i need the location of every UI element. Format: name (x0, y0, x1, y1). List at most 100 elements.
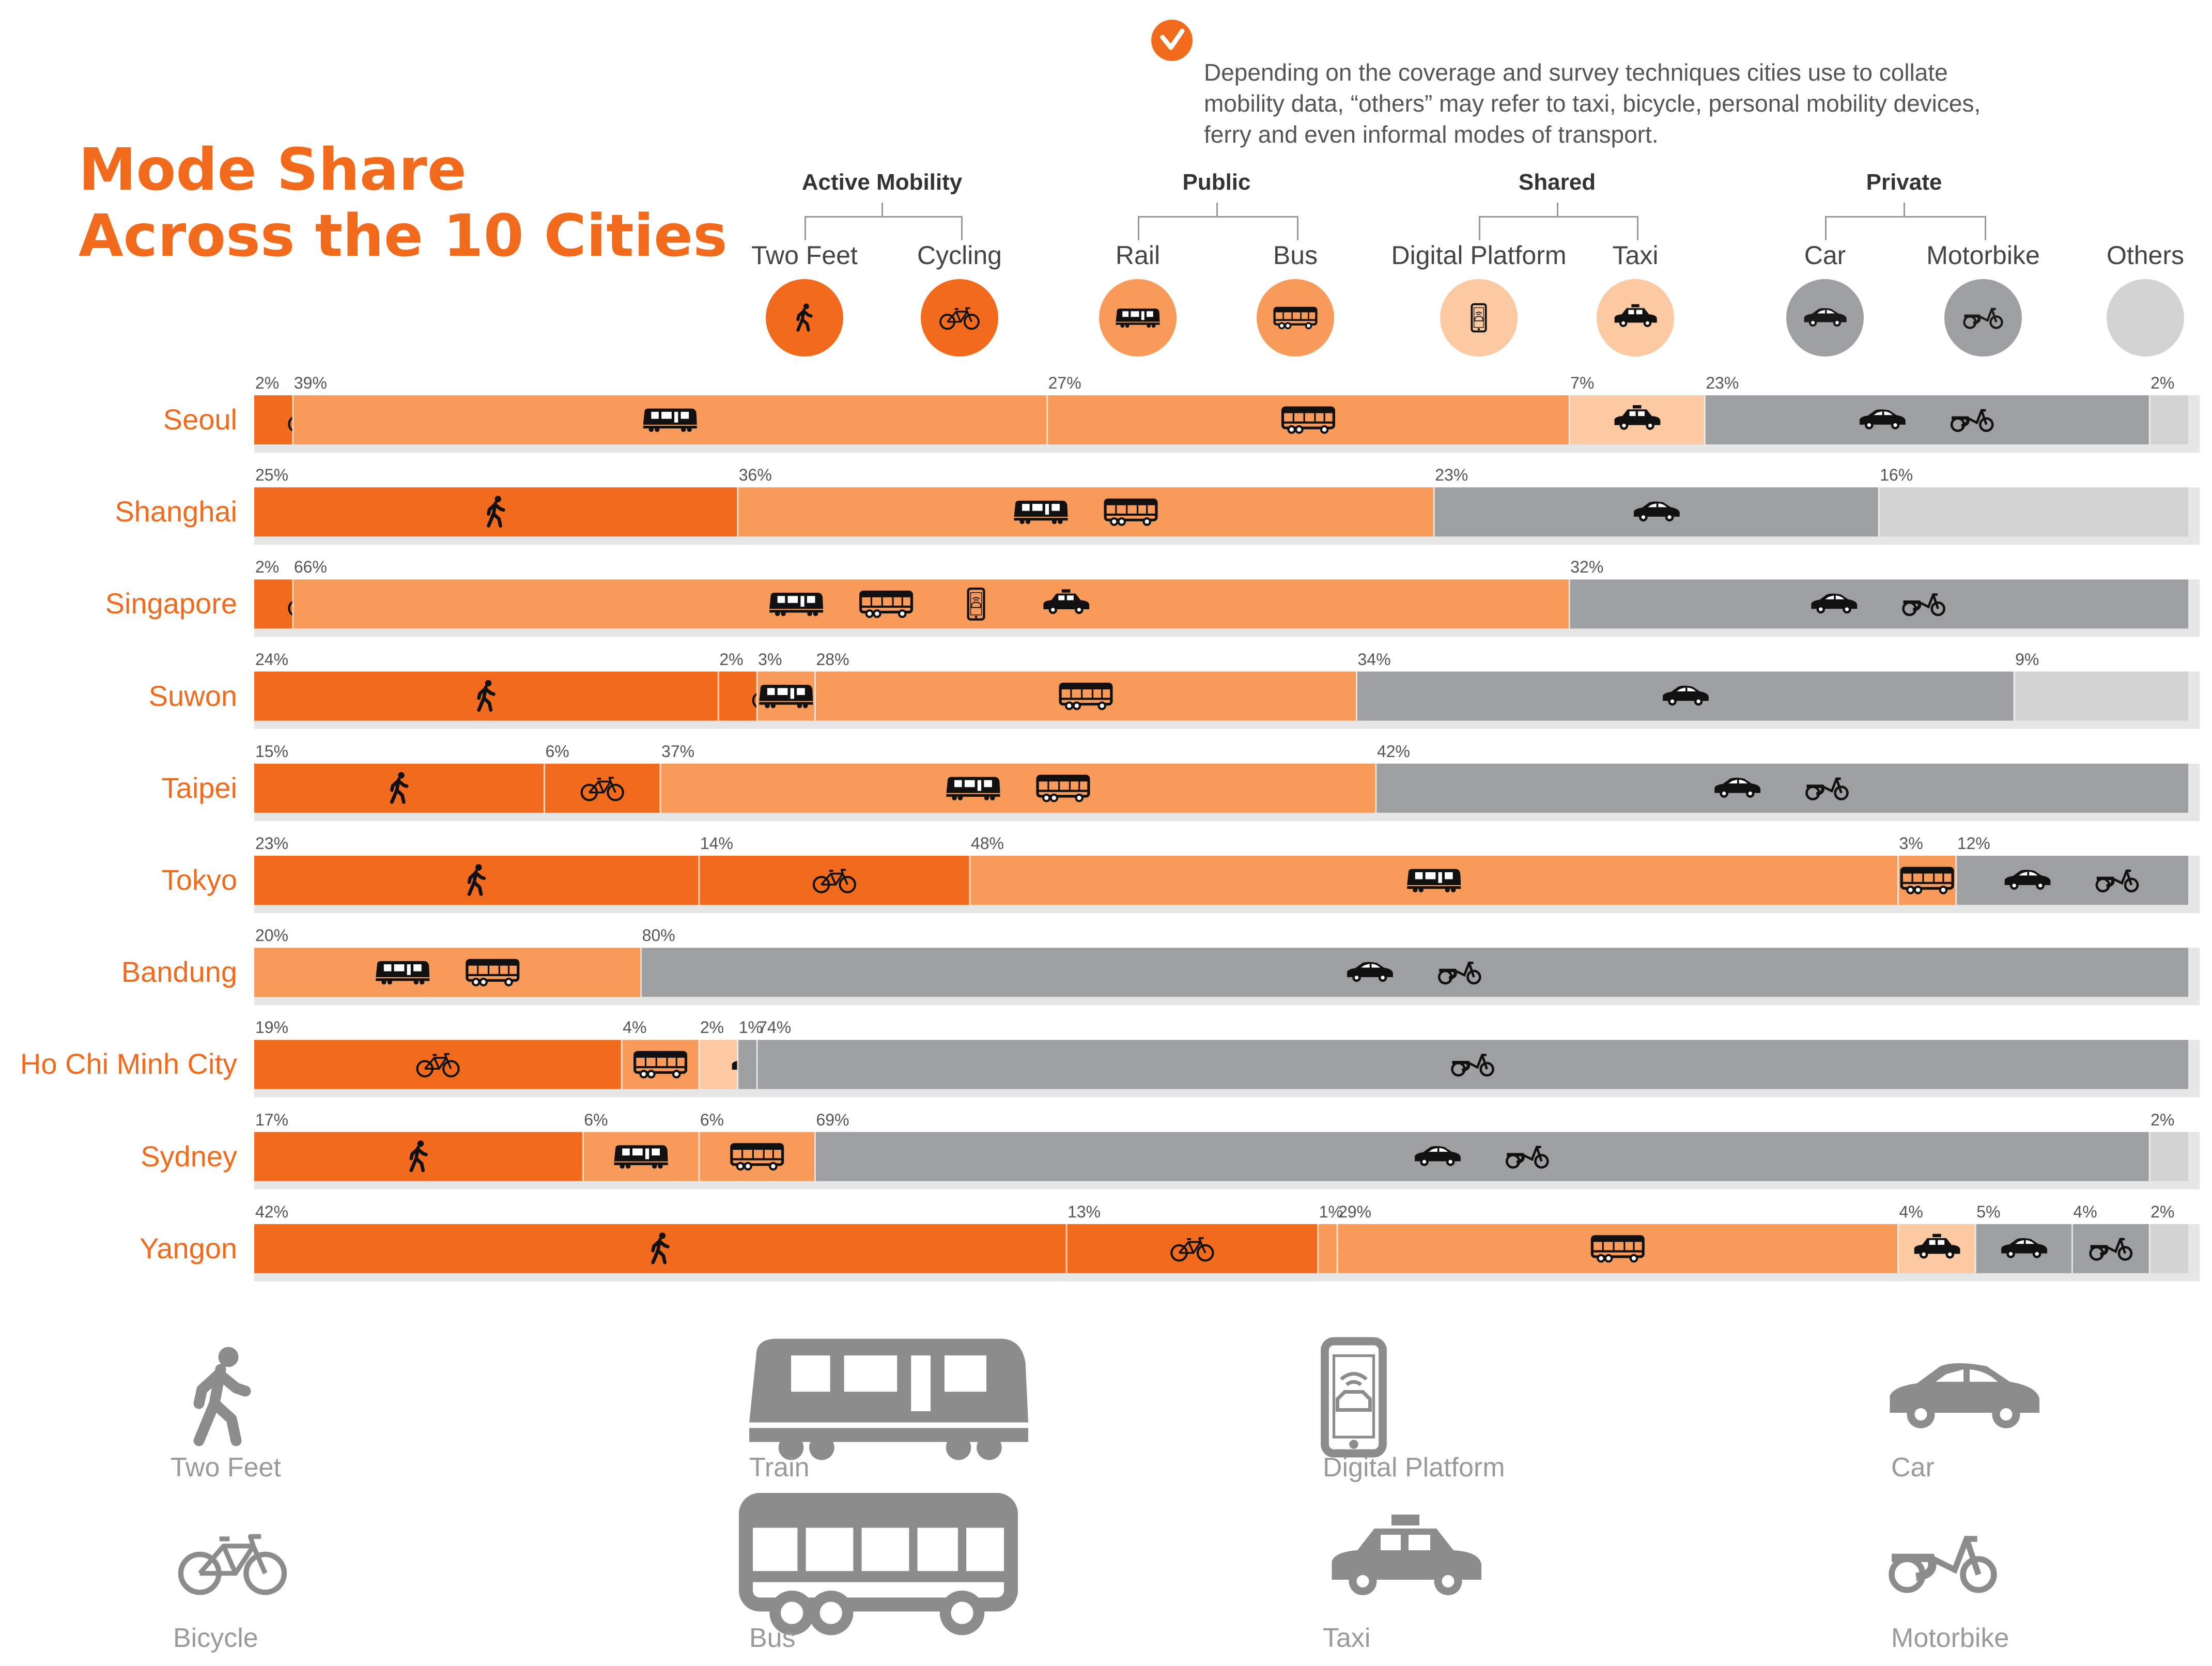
bar-segment (1569, 579, 2188, 629)
motorbike-icon (1451, 1054, 1494, 1077)
segment-percent-label: 69% (816, 1110, 849, 1129)
category-label-bus: Bus (1273, 241, 1318, 270)
motorbike-icon (1889, 1536, 1997, 1593)
smartphone-icon (967, 587, 985, 621)
segment-percent-label: 2% (2151, 1110, 2175, 1129)
bar-segment (1879, 487, 2188, 537)
car-icon (1415, 1146, 1461, 1166)
segment-percent-label: 7% (1570, 374, 1595, 392)
train-icon (1407, 869, 1461, 892)
legend-label: Taxi (1323, 1623, 1371, 1653)
segment-percent-label: 6% (700, 1110, 724, 1129)
segment-percent-label: 13% (1068, 1202, 1101, 1221)
city-label: Yangon (140, 1231, 237, 1264)
walking-person-icon (467, 864, 486, 896)
city-label: Suwon (148, 679, 237, 712)
segment-percent-label: 6% (584, 1110, 608, 1129)
car-icon (1347, 962, 1393, 982)
segment-percent-label: 25% (255, 466, 289, 485)
segment-percent-label: 19% (255, 1018, 289, 1037)
bicycle-icon (1170, 1237, 1214, 1262)
checkmark-icon (1151, 20, 1193, 61)
city-label: Shanghai (115, 495, 237, 528)
bus-icon (466, 959, 520, 986)
legend-label: Digital Platform (1323, 1453, 1505, 1483)
segment-percent-label: 2% (700, 1018, 724, 1037)
segment-percent-label: 2% (255, 558, 280, 577)
legend-label: Car (1891, 1453, 1935, 1483)
segment-percent-label: 4% (1899, 1202, 1923, 1221)
bar-segment (2149, 1224, 2188, 1273)
bicycle-icon (178, 1534, 287, 1595)
motorbike-icon (1505, 1146, 1549, 1169)
bar-segment (699, 1040, 738, 1089)
bar-segment (1318, 1224, 1338, 1273)
train-icon (643, 408, 697, 432)
train-icon (759, 685, 813, 708)
motorbike-icon (2089, 1238, 2133, 1261)
segment-percent-label: 39% (293, 374, 327, 392)
page-title: Mode Share Across the 10 Cities (79, 137, 728, 269)
bar-segment (1956, 856, 2188, 905)
walking-person-icon (193, 1347, 251, 1446)
car-icon (1890, 1363, 2039, 1428)
segment-percent-label: 3% (1899, 834, 1923, 853)
bar-segment (254, 579, 293, 629)
bar-segment (1705, 395, 2150, 444)
bus-icon (730, 1143, 784, 1171)
smartphone-icon (1471, 303, 1487, 333)
car-icon (1663, 685, 1709, 706)
segment-percent-label: 4% (2073, 1202, 2097, 1221)
bar-segment (660, 763, 1376, 813)
bar-segment (815, 1132, 2150, 1181)
bar-segment (2014, 671, 2188, 721)
segment-percent-label: 42% (1376, 742, 1410, 761)
group-label-shared: Shared (1518, 169, 1596, 195)
category-label-bike: Cycling (917, 241, 1002, 270)
motorbike-icon (1963, 307, 2003, 329)
motorbike-icon (1950, 409, 1994, 432)
group-label-private: Private (1866, 169, 1942, 195)
category-label-rail: Rail (1115, 241, 1161, 270)
train-icon (769, 593, 824, 616)
taxi-icon (1043, 589, 1090, 614)
train-icon (1116, 308, 1160, 328)
smartphone-icon (1321, 1337, 1387, 1458)
category-circle-car (1786, 279, 1864, 357)
car-icon (2001, 1238, 2047, 1258)
segment-percent-label: 1% (738, 1018, 763, 1037)
bar-segment (254, 856, 699, 905)
category-circle-motorbike (1944, 279, 2022, 357)
train-icon (946, 777, 1000, 800)
group-label-active-mobility: Active Mobility (801, 169, 963, 195)
category-circle-digital (1440, 279, 1518, 357)
motorbike-icon (1805, 777, 1849, 800)
bus-icon (1036, 775, 1090, 803)
taxi-icon (1614, 304, 1657, 327)
bus-icon (1104, 498, 1158, 526)
category-label-digital: Digital Platform (1391, 241, 1567, 270)
taxi-icon (1332, 1515, 1481, 1595)
bar-segment (254, 395, 293, 444)
bus-icon (1590, 1235, 1645, 1263)
car-icon (1714, 778, 1761, 798)
title-line-2: Across the 10 Cities (79, 203, 728, 270)
walking-person-icon (796, 303, 813, 332)
segment-percent-label: 17% (255, 1110, 289, 1129)
bus-icon (1281, 406, 1335, 434)
bus-icon (633, 1051, 688, 1078)
car-icon (1633, 501, 1680, 522)
others-footnote: Depending on the coverage and survey tec… (1204, 59, 1981, 148)
motorbike-icon (2095, 869, 2139, 892)
category-circle-rail (1099, 279, 1177, 357)
taxi-icon (1614, 405, 1661, 430)
segment-percent-label: 74% (758, 1018, 792, 1037)
segment-percent-label: 66% (293, 558, 327, 577)
segment-percent-label: 12% (1957, 834, 1990, 853)
segment-percent-label: 48% (970, 834, 1004, 853)
city-label: Singapore (105, 587, 237, 620)
car-icon (1811, 593, 1858, 614)
segment-percent-label: 4% (623, 1018, 647, 1037)
segment-percent-label: 34% (1357, 650, 1391, 669)
bar-segment (815, 671, 1357, 721)
